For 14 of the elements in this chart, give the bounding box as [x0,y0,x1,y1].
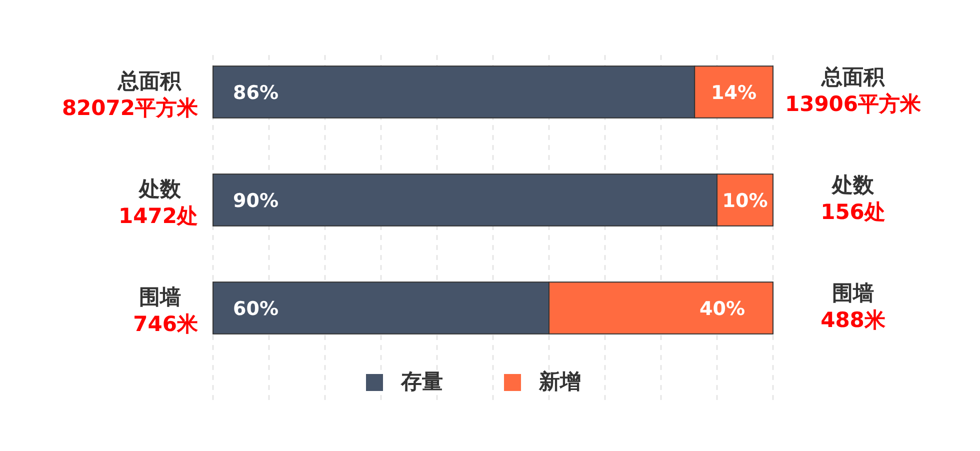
text: 处数 156处 [820,173,886,224]
data-label: 40% [700,298,745,320]
text: 围墙 488米 [820,281,886,332]
text: 总面积 13906平方米 [784,65,922,116]
y-tick-label: 围墙 746米 [133,285,199,336]
data-label: 90% [233,190,278,212]
data-label: 10% [722,190,768,212]
data-label: 86% [233,82,278,104]
y-tick-label: 总面积 82072平方米 [62,69,199,120]
legend-label: 新增 [538,370,581,394]
data-label: 14% [711,82,757,104]
y-tick-label: 处数 1472处 [118,177,198,228]
legend-label: 存量 [400,370,443,394]
data-label: 60% [233,298,278,320]
